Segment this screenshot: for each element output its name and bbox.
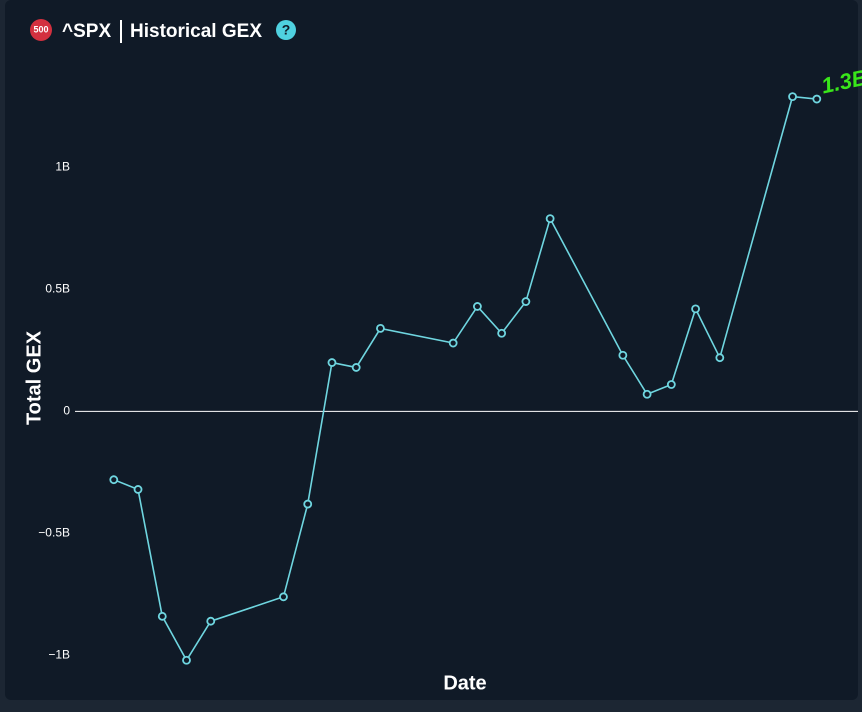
point <box>618 350 628 360</box>
point <box>666 380 676 389</box>
point <box>473 302 482 311</box>
point <box>715 353 725 363</box>
point <box>545 214 555 224</box>
y-tick-label: −0.5B <box>38 526 70 540</box>
point <box>327 358 337 367</box>
symbol: ^SPX <box>62 21 111 42</box>
point <box>133 485 143 494</box>
point <box>279 592 288 602</box>
point <box>157 611 167 621</box>
y-tick-label: 0.5B <box>45 282 70 296</box>
badge <box>30 19 52 41</box>
point <box>351 363 361 372</box>
point <box>497 328 507 338</box>
help-icon[interactable] <box>276 20 296 40</box>
chart-title: Historical GEX <box>130 21 262 42</box>
point <box>642 389 652 399</box>
annotation: 1.3B <box>819 64 862 98</box>
point <box>788 92 797 101</box>
x-axis-label: Date <box>443 672 486 694</box>
y-axis-label: Total GEX <box>23 330 45 425</box>
line <box>113 95 817 662</box>
point <box>206 616 216 626</box>
point <box>109 475 119 485</box>
point <box>182 655 191 665</box>
y-tick-label: 0 <box>63 404 70 418</box>
point <box>376 323 385 333</box>
point <box>691 304 700 314</box>
badge-text: 500 <box>33 24 48 34</box>
y-tick-label: 1B <box>55 160 70 174</box>
point <box>521 297 531 306</box>
point <box>303 499 313 509</box>
y-tick-label: −1B <box>48 648 70 662</box>
point <box>812 94 822 104</box>
point <box>448 338 458 348</box>
help-icon-glyph[interactable]: ? <box>282 22 291 38</box>
